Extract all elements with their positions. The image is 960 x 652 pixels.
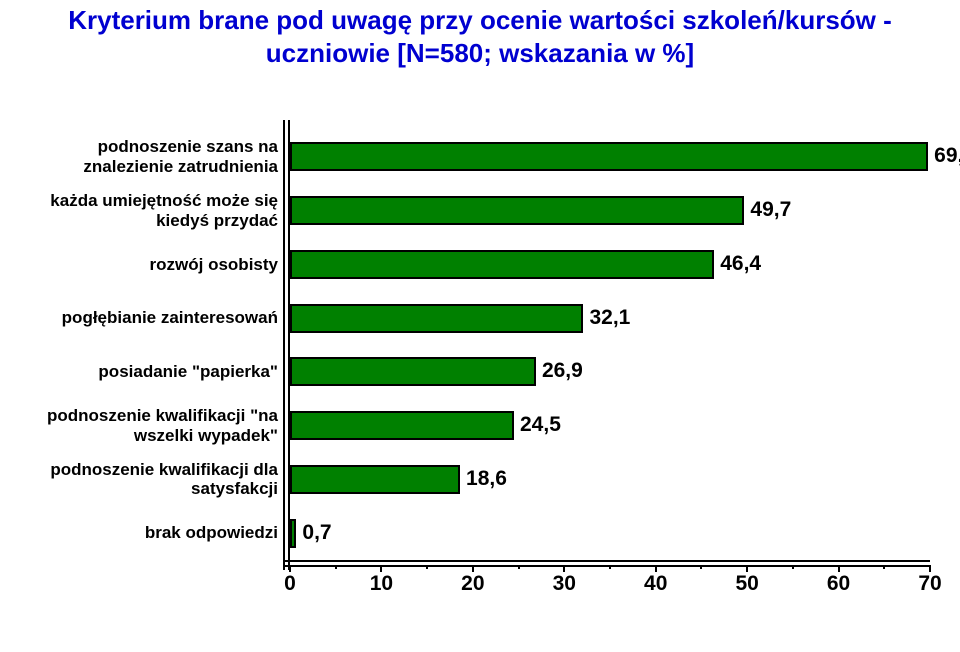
bar-value-label: 18,6 [466,467,507,491]
bar-value-label: 32,1 [589,306,630,330]
bar-value-label: 49,7 [750,198,791,222]
x-tick [289,565,291,572]
bar [290,142,928,171]
chart-title: Kryterium brane pod uwagę przy ocenie wa… [0,4,960,69]
bar [290,196,744,225]
bar [290,250,714,279]
x-tick-label: 0 [265,572,315,596]
x-minor-tick [426,565,428,569]
bar [290,465,460,494]
bar-value-label: 46,4 [720,252,761,276]
bar [290,304,583,333]
x-tick-label: 40 [631,572,681,596]
x-tick-label: 20 [448,572,498,596]
bar-value-label: 69,8 [934,144,960,168]
category-label: brak odpowiedzi [8,523,278,543]
x-minor-tick [792,565,794,569]
chart-plot-area: podnoszenie szans na znalezienie zatrudn… [290,120,930,600]
bar [290,411,514,440]
y-axis [288,120,290,570]
x-tick [655,565,657,572]
y-axis [283,120,285,570]
x-tick [380,565,382,572]
x-minor-tick [335,565,337,569]
x-tick-label: 30 [539,572,589,596]
x-tick-label: 60 [814,572,864,596]
bar [290,519,296,548]
x-tick-label: 50 [722,572,772,596]
category-label: pogłębianie zainteresowań [8,308,278,328]
category-label: podnoszenie kwalifikacji dla satysfakcji [8,460,278,499]
category-label: podnoszenie szans na znalezienie zatrudn… [8,137,278,176]
x-tick [838,565,840,572]
category-label: każda umiejętność może się kiedyś przyda… [8,191,278,230]
x-minor-tick [609,565,611,569]
x-tick [472,565,474,572]
x-axis [283,560,930,562]
x-tick-label: 10 [356,572,406,596]
x-minor-tick [518,565,520,569]
category-label: posiadanie "papierka" [8,362,278,382]
bar [290,357,536,386]
bar-value-label: 26,9 [542,359,583,383]
bar-value-label: 24,5 [520,413,561,437]
x-tick [929,565,931,572]
x-tick [746,565,748,572]
x-minor-tick [700,565,702,569]
category-label: podnoszenie kwalifikacji "na wszelki wyp… [8,406,278,445]
x-tick [563,565,565,572]
x-minor-tick [883,565,885,569]
x-tick-label: 70 [905,572,955,596]
category-label: rozwój osobisty [8,255,278,275]
bar-value-label: 0,7 [302,521,331,545]
